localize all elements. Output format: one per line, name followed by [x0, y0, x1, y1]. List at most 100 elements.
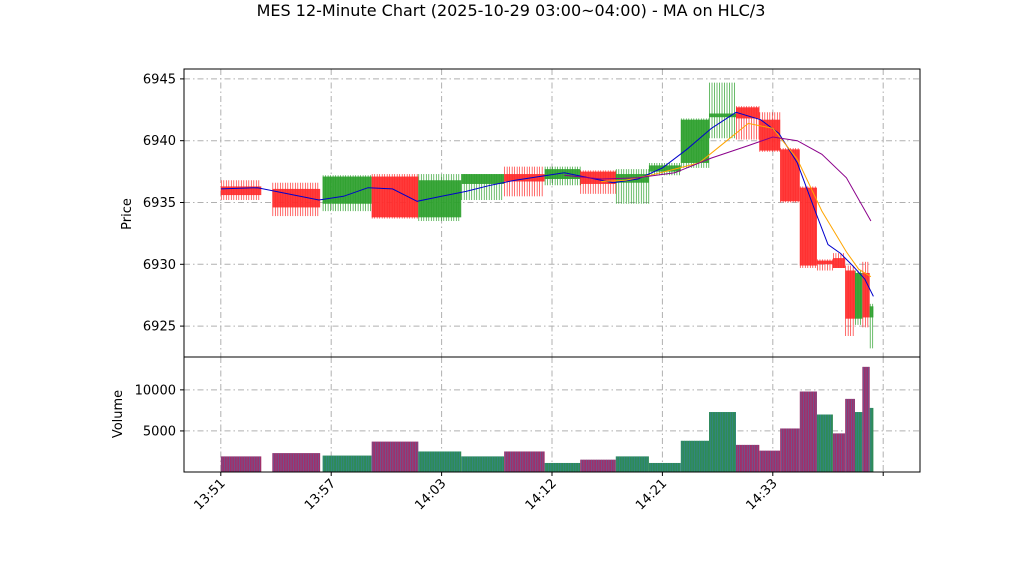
candle-down — [220, 180, 262, 201]
price-tick-label: 6930 — [143, 258, 176, 273]
volume-bar — [869, 407, 874, 472]
candle-body — [862, 272, 870, 318]
time-tick-label: 13:57 — [302, 476, 339, 513]
volume-bar — [615, 456, 649, 472]
candle-down — [371, 174, 419, 219]
volume-axis-label: Volume — [111, 390, 126, 438]
candle-up — [709, 82, 736, 139]
candle-body — [504, 174, 545, 182]
volume-bar-body — [544, 462, 581, 472]
candle-up — [854, 270, 863, 325]
price-y-axis: 6925 6930 6935 6940 6945 — [143, 72, 184, 335]
time-tick-label: 14:03 — [412, 476, 449, 513]
price-candles — [220, 82, 874, 349]
volume-bar-body — [736, 444, 760, 472]
candle-down — [799, 186, 817, 269]
candle-down — [845, 265, 855, 336]
volume-bar-body — [615, 456, 649, 472]
volume-bars — [220, 366, 874, 472]
candle-body — [461, 174, 505, 184]
volume-bar — [862, 366, 870, 472]
volume-bar — [854, 412, 863, 472]
volume-bar — [504, 451, 545, 472]
volume-bar — [322, 455, 372, 472]
moving-average-line-2 — [601, 122, 872, 278]
candle-body — [759, 119, 781, 151]
volume-bar — [272, 453, 321, 472]
volume-bar-body — [220, 456, 262, 472]
volume-bar — [759, 450, 781, 472]
candle-body — [544, 169, 581, 180]
volume-bar — [845, 398, 855, 472]
candle-body — [869, 306, 874, 318]
volume-tick-label: 10000 — [135, 383, 176, 398]
volume-tick-label: 5000 — [143, 424, 176, 439]
volume-bar — [799, 391, 817, 472]
candle-body — [780, 149, 800, 202]
volume-bar — [832, 433, 846, 472]
candle-down — [816, 259, 833, 271]
candle-up — [418, 174, 462, 222]
candle-down — [759, 112, 781, 152]
candle-body — [418, 180, 462, 218]
candle-body — [220, 186, 262, 196]
volume-bar-body — [322, 455, 372, 472]
volume-bar-body — [845, 398, 855, 472]
moving-average-lines — [220, 111, 874, 297]
candle-body — [816, 260, 833, 265]
candle-body — [322, 176, 372, 204]
volume-bar — [709, 412, 736, 472]
price-tick-label: 6925 — [143, 320, 176, 335]
moving-average-line-1 — [220, 111, 874, 297]
candle-down — [736, 106, 760, 140]
candle-up — [648, 162, 681, 176]
candle-body — [680, 119, 710, 163]
price-tick-label: 6940 — [143, 134, 176, 149]
candle-up — [680, 118, 710, 168]
candle-down — [780, 148, 800, 203]
price-tick-label: 6935 — [143, 196, 176, 211]
volume-bar — [461, 456, 505, 472]
candle-up — [461, 174, 505, 201]
volume-bar — [580, 459, 616, 472]
time-tick-label: 14:21 — [633, 476, 670, 513]
volume-bar — [648, 462, 681, 472]
volume-y-axis: 5000 10000 — [135, 383, 184, 439]
candle-body — [736, 107, 760, 119]
candle-down — [832, 253, 846, 269]
volume-bar — [371, 441, 419, 472]
time-x-axis: 13:51 13:57 14:03 14:12 14:21 14:33 — [192, 472, 884, 513]
time-tick-label: 13:51 — [192, 476, 229, 513]
candle-up — [869, 303, 874, 349]
candle-body — [854, 272, 863, 319]
price-tick-label: 6945 — [143, 72, 176, 87]
volume-bar-body — [504, 451, 545, 472]
volume-bar-body — [759, 450, 781, 472]
candle-body — [709, 113, 736, 118]
time-tick-label: 14:12 — [523, 476, 560, 513]
chart-title: MES 12-Minute Chart (2025-10-29 03:00~04… — [256, 1, 766, 20]
candle-body — [799, 187, 817, 266]
volume-bar — [780, 428, 800, 472]
candle-up — [322, 175, 372, 212]
candle-up — [615, 169, 650, 204]
price-axis-label: Price — [120, 198, 135, 230]
volume-bar — [418, 451, 462, 472]
volume-bar-body — [869, 407, 874, 472]
candle-down — [272, 182, 321, 217]
candle-body — [371, 176, 419, 218]
volume-bar-body — [780, 428, 800, 472]
candle-body — [845, 270, 855, 319]
volume-bar — [544, 462, 581, 472]
volume-bar — [220, 456, 262, 472]
volume-bar — [816, 414, 833, 472]
volume-bar — [736, 444, 760, 472]
volume-bar-body — [371, 441, 419, 472]
candle-body — [648, 165, 681, 172]
time-tick-label: 14:33 — [744, 476, 781, 513]
candle-body — [832, 258, 846, 269]
moving-average-line-3 — [564, 136, 872, 222]
volume-bar-body — [580, 459, 616, 472]
volume-bar — [680, 440, 710, 472]
